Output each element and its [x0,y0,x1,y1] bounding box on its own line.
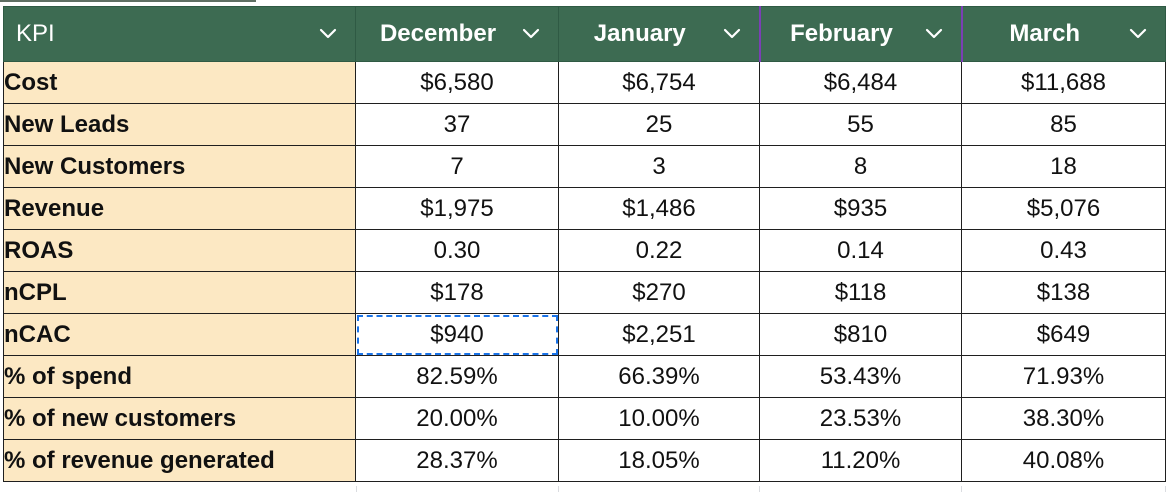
table-cell[interactable]: 85 [961,103,1166,146]
table-cell[interactable]: $6,580 [355,61,559,104]
table-row: % of new customers 20.00% 10.00% 23.53% … [3,397,1166,440]
chevron-down-icon[interactable] [522,24,540,42]
row-label[interactable]: Cost [3,61,356,104]
column-header-label: KPI [16,20,55,47]
table-row: New Leads 37 25 55 85 [3,103,1166,146]
tab-underline [0,0,256,2]
column-header-january[interactable]: January [558,6,760,62]
table-cell[interactable]: 82.59% [355,355,559,398]
header-row: KPI December January February March [3,6,1166,62]
table-row: nCPL $178 $270 $118 $138 [3,271,1166,314]
row-label[interactable]: ROAS [3,229,356,272]
column-header-label: December [379,20,497,47]
chevron-down-icon[interactable] [1129,24,1147,42]
table-cell[interactable]: 3 [558,145,760,188]
table-row: Cost $6,580 $6,754 $6,484 $11,688 [3,61,1166,104]
chevron-down-icon[interactable] [319,24,337,42]
table-cell[interactable]: $11,688 [961,61,1166,104]
chevron-down-icon[interactable] [925,24,943,42]
table-row: % of spend 82.59% 66.39% 53.43% 71.93% [3,355,1166,398]
table-cell[interactable]: 7 [355,145,559,188]
table-cell[interactable]: 0.43 [961,229,1166,272]
table-cell[interactable]: 38.30% [961,397,1166,440]
table-cell[interactable]: $1,975 [355,187,559,230]
chevron-down-icon[interactable] [723,24,741,42]
row-label[interactable]: nCPL [3,271,356,314]
table-cell[interactable]: 23.53% [759,397,962,440]
table-cell[interactable]: $118 [759,271,962,314]
table-row: ROAS 0.30 0.22 0.14 0.43 [3,229,1166,272]
table-cell[interactable]: 40.08% [961,439,1166,482]
gridline [558,486,559,492]
table-cell[interactable]: $1,486 [558,187,760,230]
table-cell[interactable]: $178 [355,271,559,314]
table-cell[interactable]: 66.39% [558,355,760,398]
gridline [1165,486,1166,492]
table-cell[interactable]: 0.14 [759,229,962,272]
column-header-kpi[interactable]: KPI [3,6,356,62]
gridline [356,486,357,492]
column-header-february[interactable]: February [758,6,963,62]
table-cell[interactable]: $5,076 [961,187,1166,230]
column-header-march[interactable]: March [961,6,1166,62]
toolbar-edge [0,0,1172,6]
selected-cell[interactable]: $940 [355,313,559,356]
table-cell[interactable]: $270 [558,271,760,314]
table-cell[interactable]: 37 [355,103,559,146]
table-cell[interactable]: $138 [961,271,1166,314]
column-header-label: March [1009,20,1081,47]
row-label[interactable]: nCAC [3,313,356,356]
gridline [961,486,962,492]
table-row: nCAC $940 $2,251 $810 $649 [3,313,1166,356]
column-header-label: January [593,20,686,47]
table-cell[interactable]: 0.30 [355,229,559,272]
table-cell[interactable]: $2,251 [558,313,760,356]
table-cell[interactable]: 8 [759,145,962,188]
table-cell[interactable]: 18 [961,145,1166,188]
table-cell[interactable]: $810 [759,313,962,356]
table-cell[interactable]: 11.20% [759,439,962,482]
table-cell[interactable]: 0.22 [558,229,760,272]
table-row: New Customers 7 3 8 18 [3,145,1166,188]
row-label[interactable]: New Leads [3,103,356,146]
row-label[interactable]: % of new customers [3,397,356,440]
table-cell[interactable]: 10.00% [558,397,760,440]
table-cell[interactable]: 71.93% [961,355,1166,398]
column-header-december[interactable]: December [355,6,559,62]
table-cell[interactable]: 18.05% [558,439,760,482]
gridline [759,486,760,492]
table-row: % of revenue generated 28.37% 18.05% 11.… [3,439,1166,482]
table-cell[interactable]: $649 [961,313,1166,356]
table-cell[interactable]: $6,754 [558,61,760,104]
table-cell[interactable]: 20.00% [355,397,559,440]
row-label[interactable]: % of spend [3,355,356,398]
row-label[interactable]: New Customers [3,145,356,188]
grid-continuation [0,486,1172,492]
table-cell[interactable]: $6,484 [759,61,962,104]
table-cell[interactable]: 25 [558,103,760,146]
table-cell[interactable]: 28.37% [355,439,559,482]
table-cell[interactable]: $935 [759,187,962,230]
table-cell[interactable]: 55 [759,103,962,146]
column-header-label: February [790,20,893,47]
table-cell[interactable]: 53.43% [759,355,962,398]
row-label[interactable]: % of revenue generated [3,439,356,482]
table-row: Revenue $1,975 $1,486 $935 $5,076 [3,187,1166,230]
row-label[interactable]: Revenue [3,187,356,230]
kpi-table: KPI December January February March [3,6,1166,482]
